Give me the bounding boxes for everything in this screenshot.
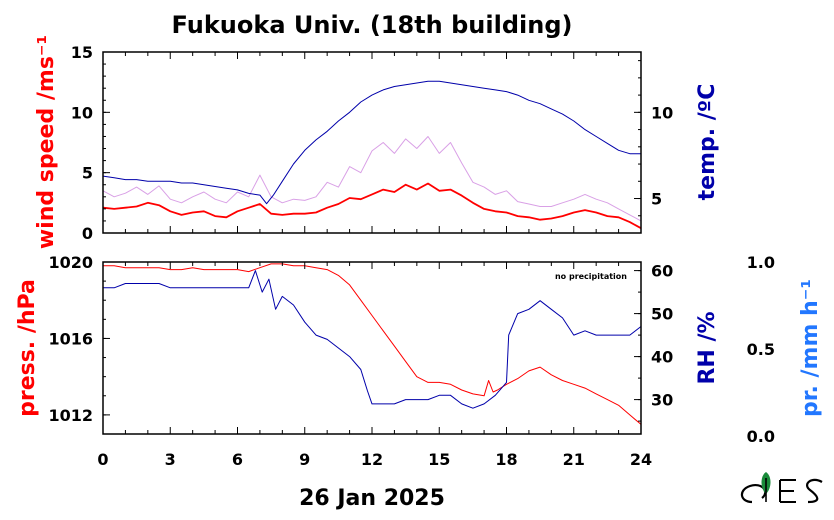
institution-logo [740,472,823,504]
y-tick-label: 0 [82,224,93,243]
chart-title: Fukuoka Univ. (18th building) [172,11,573,39]
y-tick-label: 50 [651,305,673,324]
y-tick-label: 5 [82,164,93,183]
bottom-panel: 1012 1016 1020 30 40 50 60 0.0 0.5 1.0 no preci… [15,253,823,446]
y-tick-label: 1012 [48,406,93,425]
y-tick-label: 15 [71,43,93,62]
y-tick-label: 5 [651,190,662,209]
x-tick-label: 24 [630,450,652,469]
y-tick-label: 0.0 [747,427,775,446]
wind-speed-series [102,182,642,229]
x-tick-label: 0 [97,450,108,469]
pressure-ticks: 1012 1016 1020 [48,253,110,425]
pressure-series [103,263,642,425]
temperature-axis-label: temp. /ºC [695,84,720,201]
wind-speed-line [102,182,642,229]
top-panel: 0 5 10 15 5 10 wind speed /ms⁻¹ temp. /ºC [34,35,720,249]
pressure-line [103,263,642,425]
humidity-series [103,270,642,409]
humidity-ticks: 30 40 50 60 [634,262,673,422]
y-tick-label: 10 [651,103,673,122]
date-label: 26 Jan 2025 [299,486,445,511]
precipitation-ticks: 0.0 0.5 1.0 [747,253,775,446]
precipitation-axis-label: pr. /mm h⁻¹ [798,279,823,417]
top-panel-frame [102,51,642,234]
x-tick-label: 18 [495,450,517,469]
top-x-ticks [102,52,642,233]
x-tick-label: 3 [165,450,176,469]
humidity-line [103,270,642,409]
humidity-axis-label: RH /% [695,311,720,384]
temperature-series [102,80,641,205]
y-tick-label: 1.0 [747,253,775,272]
x-tick-label: 6 [232,450,243,469]
pressure-axis-label: press. /hPa [15,279,40,417]
bottom-x-ticks [102,262,642,434]
temperature-ticks: 5 10 [634,60,673,217]
precipitation-note: no precipitation [555,272,627,281]
x-tick-label: 21 [563,450,585,469]
wind-speed-raw-line [102,136,642,222]
y-tick-label: 0.5 [747,340,775,359]
temperature-line [102,80,641,205]
wind-speed-ticks: 0 5 10 15 [71,43,110,243]
y-tick-label: 1016 [48,329,93,348]
wind-speed-axis-label: wind speed /ms⁻¹ [34,35,59,249]
y-tick-label: 10 [71,103,93,122]
y-tick-label: 30 [651,391,673,410]
y-tick-label: 60 [651,262,673,281]
y-tick-label: 40 [651,348,673,367]
x-tick-label: 12 [361,450,383,469]
wind-speed-raw-series [102,136,642,222]
x-tick-label: 9 [299,450,310,469]
x-tick-labels: 0 3 6 9 12 15 18 21 24 [97,450,652,469]
y-tick-label: 1020 [48,253,93,272]
x-tick-label: 15 [428,450,450,469]
